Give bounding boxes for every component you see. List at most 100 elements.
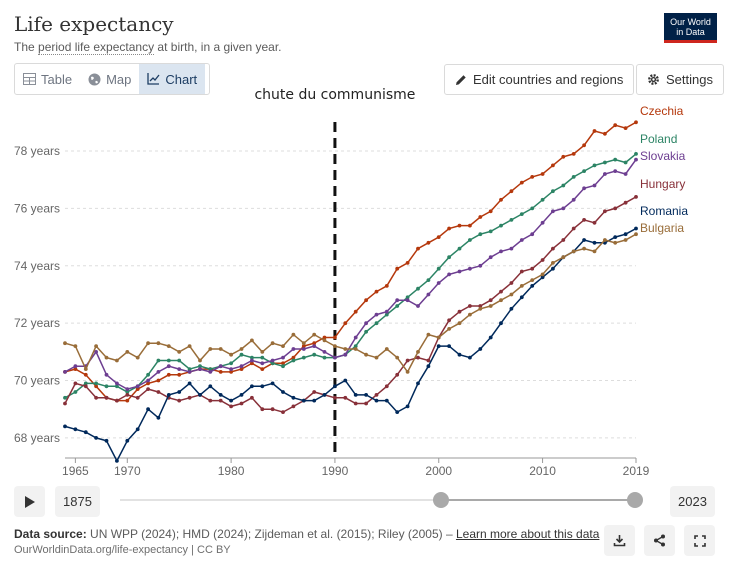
data-point-czechia-1981	[239, 367, 244, 371]
globe-icon	[88, 73, 101, 85]
data-point-hungary-1965	[73, 381, 78, 386]
data-point-slovakia-2009	[530, 232, 535, 237]
timeline-end-handle[interactable]	[627, 492, 643, 508]
series-label-bulgaria: Bulgaria	[640, 221, 684, 235]
data-point-czechia-1991	[343, 321, 348, 326]
data-point-bulgaria-2005	[488, 304, 493, 308]
timeline-track[interactable]	[120, 499, 635, 501]
owid-logo[interactable]: Our World in Data	[664, 13, 717, 43]
data-point-hungary-1995	[384, 384, 389, 389]
edit-countries-button[interactable]: Edit countries and regions	[444, 64, 635, 95]
y-tick-label-74: 74 years	[14, 259, 60, 273]
data-point-poland-2009	[530, 206, 535, 211]
data-point-poland-2019	[634, 152, 638, 156]
data-point-slovakia-1999	[426, 292, 431, 297]
data-point-romania-2017	[613, 235, 618, 240]
download-button[interactable]	[604, 525, 635, 556]
data-point-czechia-1975	[177, 372, 182, 377]
data-point-slovakia-2005	[488, 255, 493, 260]
data-point-slovakia-1995	[384, 309, 389, 314]
line-chart-icon	[147, 73, 160, 85]
play-button[interactable]	[14, 486, 45, 517]
tab-table[interactable]: Table	[15, 64, 80, 94]
data-point-czechia-1996	[395, 266, 400, 271]
data-point-hungary-1978	[208, 398, 213, 403]
data-point-romania-1970	[125, 438, 130, 443]
data-point-bulgaria-2004	[478, 306, 483, 311]
data-point-bulgaria-2013	[571, 249, 576, 254]
data-point-romania-1989	[322, 393, 327, 397]
data-point-czechia-2005	[488, 209, 493, 214]
data-point-hungary-1983	[260, 407, 265, 412]
y-tick-label-76: 76 years	[14, 201, 60, 215]
data-point-bulgaria-2011	[551, 261, 555, 265]
data-point-slovakia-2000	[436, 281, 441, 285]
data-point-czechia-1997	[405, 261, 410, 265]
data-point-bulgaria-2010	[540, 272, 545, 277]
fullscreen-button[interactable]	[684, 525, 715, 556]
page-title: Life expectancy	[14, 12, 174, 36]
data-point-slovakia-1991	[343, 352, 348, 357]
settings-button[interactable]: Settings	[636, 64, 724, 95]
data-point-hungary-1964	[63, 401, 67, 406]
data-point-poland-2006	[499, 223, 503, 228]
data-point-bulgaria-2018	[623, 238, 628, 242]
data-point-bulgaria-1996	[395, 355, 400, 360]
tab-map[interactable]: Map	[80, 64, 139, 94]
data-point-hungary-2016	[603, 209, 607, 214]
data-point-poland-2004	[478, 232, 483, 237]
share-icon	[654, 534, 665, 547]
data-point-czechia-1970	[125, 398, 130, 403]
data-point-hungary-2006	[499, 289, 503, 294]
data-point-slovakia-1993	[364, 321, 368, 326]
source-url[interactable]: OurWorldinData.org/life-expectancy | CC …	[14, 544, 231, 556]
data-point-bulgaria-2000	[436, 335, 441, 340]
data-point-hungary-2012	[561, 238, 566, 242]
data-point-romania-1982	[250, 384, 254, 389]
data-point-romania-1983	[260, 384, 265, 389]
data-point-bulgaria-2002	[457, 321, 462, 326]
data-point-poland-1975	[177, 358, 182, 363]
tab-chart-label: Chart	[165, 71, 198, 87]
data-point-hungary-1975	[177, 398, 182, 403]
data-point-slovakia-1982	[250, 358, 254, 363]
series-poland	[63, 152, 638, 400]
data-point-hungary-2018	[623, 200, 628, 205]
data-point-hungary-1984	[270, 407, 275, 412]
data-point-hungary-2010	[540, 258, 545, 262]
data-point-romania-1992	[353, 393, 358, 397]
data-point-romania-2010	[540, 275, 545, 280]
data-point-poland-2018	[623, 160, 628, 165]
y-axis-ticks: 68 years 70 years 72 years 74 years 76 years…	[14, 144, 60, 445]
subtitle-link[interactable]: period life expectancy	[38, 40, 155, 55]
data-point-slovakia-1977	[198, 367, 202, 371]
data-point-bulgaria-1999	[426, 332, 431, 337]
share-button[interactable]	[644, 525, 675, 556]
data-point-bulgaria-1980	[229, 352, 234, 357]
data-point-poland-2013	[571, 175, 576, 179]
data-point-romania-1990	[333, 384, 337, 389]
data-point-slovakia-1988	[312, 344, 317, 348]
data-point-bulgaria-1973	[156, 341, 161, 346]
data-point-poland-1995	[384, 312, 389, 317]
data-point-hungary-2001	[447, 318, 451, 323]
end-year-label[interactable]: 2023	[670, 486, 715, 517]
timeline-start-handle[interactable]	[433, 492, 449, 508]
data-point-slovakia-1981	[239, 364, 244, 369]
y-tick-label-68: 68 years	[14, 431, 60, 445]
data-point-hungary-1979	[218, 398, 223, 403]
data-point-czechia-2010	[540, 172, 545, 176]
data-point-czechia-2006	[499, 197, 503, 202]
data-point-slovakia-1996	[395, 298, 400, 303]
start-year-label[interactable]: 1875	[55, 486, 100, 517]
data-point-poland-1980	[229, 361, 234, 366]
tab-chart[interactable]: Chart	[139, 64, 206, 94]
learn-more-link[interactable]: Learn more about this data	[455, 527, 600, 541]
data-point-bulgaria-2012	[561, 255, 566, 260]
data-point-bulgaria-1994	[374, 355, 379, 360]
x-tick-label-1980: 1980	[218, 464, 245, 478]
data-point-hungary-1988	[312, 390, 317, 394]
chart-series	[63, 120, 638, 463]
data-point-czechia-2017	[613, 123, 618, 128]
data-point-romania-1997	[405, 404, 410, 409]
